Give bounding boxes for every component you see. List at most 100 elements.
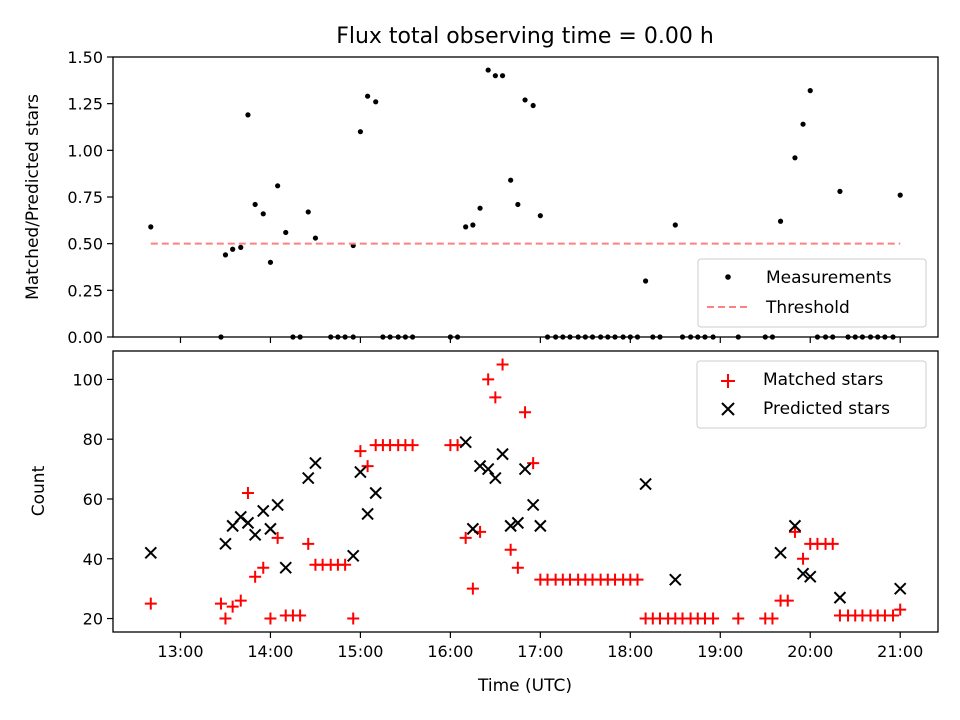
predicted-star-point (264, 522, 277, 536)
measurement-point (882, 334, 888, 340)
ratio-y-axis-label: Matched/Predicted stars (23, 94, 43, 300)
matched-star-point (732, 612, 745, 625)
measurement-point (522, 97, 528, 103)
measurement-point (454, 334, 461, 340)
predicted-star-point (796, 567, 810, 580)
ratio-y-tick-label: 0.50 (67, 235, 103, 254)
x-axis-label: Time (UTC) (477, 676, 572, 696)
measurement-point (305, 209, 311, 215)
measurement-point (357, 129, 364, 135)
measurement-point (485, 67, 491, 73)
predicted-star-point (639, 477, 652, 491)
measurement-point (672, 222, 678, 228)
predicted-star-point (669, 573, 682, 586)
x-tick-label: 17:00 (517, 642, 563, 661)
matched-star-point (496, 358, 509, 371)
measurement-point (297, 334, 303, 340)
predicted-star-point (504, 519, 517, 533)
matched-star-point (226, 600, 239, 613)
measurement-point (575, 334, 581, 340)
matched-star-point (144, 597, 157, 610)
measurement-point (612, 334, 618, 340)
count-y-tick-label: 80 (83, 430, 103, 449)
matched-star-point (347, 612, 360, 625)
matched-star-point (707, 612, 720, 625)
measurement-point (350, 334, 356, 340)
measurement-point (875, 334, 881, 340)
measurement-point (218, 334, 224, 340)
predicted-star-point (309, 456, 322, 470)
measurement-point (792, 155, 798, 161)
x-tick-label: 14:00 (247, 642, 293, 661)
matched-star-point (504, 543, 517, 556)
matched-star-point (294, 609, 307, 622)
measurement-point (650, 334, 656, 340)
count-y-tick-label: 20 (83, 610, 103, 629)
ratio-y-tick-label: 0.00 (67, 328, 103, 347)
measurement-point (283, 229, 289, 236)
predicted-star-point (526, 498, 540, 512)
legend-matched-label: Matched stars (763, 370, 883, 390)
predicted-star-point (144, 546, 157, 559)
predicted-star-point (481, 462, 495, 476)
measurement-point (634, 334, 641, 340)
measurement-point (380, 334, 386, 340)
measurement-point (328, 334, 334, 340)
legend-matched-marker (721, 374, 735, 388)
measurement-point (560, 334, 566, 340)
predicted-star-point (466, 522, 480, 536)
ratio-y-tick-label: 0.75 (67, 188, 103, 207)
matched-star-point (219, 612, 232, 625)
count-y-tick-label: 100 (72, 370, 103, 389)
count-y-tick-label: 60 (83, 490, 103, 509)
matched-star-point (406, 439, 419, 452)
predicted-star-point (894, 582, 907, 595)
measurement-point (807, 88, 813, 94)
matched-star-point (781, 594, 794, 607)
predicted-star-point (774, 546, 787, 559)
predicted-star-point (241, 516, 255, 530)
measurement-point (402, 334, 408, 340)
ratio-y-tick-label: 1.50 (67, 48, 103, 67)
measurement-point (537, 213, 543, 219)
measurement-point (148, 224, 154, 230)
ratio-panel: 0.00 0.25 0.50 0.75 1.00 1.25 1.50 Matched/Pre… (23, 48, 939, 347)
measurement-point (598, 334, 604, 340)
measurement-point (245, 112, 251, 118)
measurement-point (657, 334, 663, 340)
predicted-star-point (369, 486, 382, 500)
measurement-point (267, 259, 274, 265)
measurement-point (859, 334, 866, 340)
matched-star-point (241, 486, 254, 499)
matched-star-point (302, 537, 315, 550)
predicted-star-point (361, 507, 374, 521)
measurement-point (409, 334, 416, 340)
matched-star-point (214, 597, 227, 610)
predicted-star-point (833, 591, 847, 604)
predicted-star-point (496, 447, 509, 461)
matched-star-point (519, 406, 532, 419)
matched-star-point (257, 561, 270, 574)
measurement-point (365, 93, 371, 99)
matched-star-point (354, 445, 367, 458)
predicted-star-point (518, 462, 532, 476)
measurement-point (627, 334, 633, 340)
measurement-point (463, 224, 469, 230)
legend-threshold-label: Threshold (765, 298, 850, 318)
measurement-point (447, 334, 453, 340)
ratio-y-tick-label: 1.25 (67, 95, 103, 114)
measurement-point (312, 235, 319, 241)
matched-star-point (631, 573, 644, 586)
matched-star-point (511, 561, 524, 574)
matched-star-point (489, 391, 502, 404)
measurement-point (499, 73, 506, 79)
matched-star-point (339, 558, 352, 571)
measurement-point (582, 334, 588, 340)
matched-star-point (234, 594, 247, 607)
measurement-point (710, 334, 716, 340)
matched-star-point (271, 531, 284, 544)
matched-star-point (766, 612, 779, 625)
matched-star-point (894, 603, 907, 616)
measurement-point (702, 334, 708, 340)
